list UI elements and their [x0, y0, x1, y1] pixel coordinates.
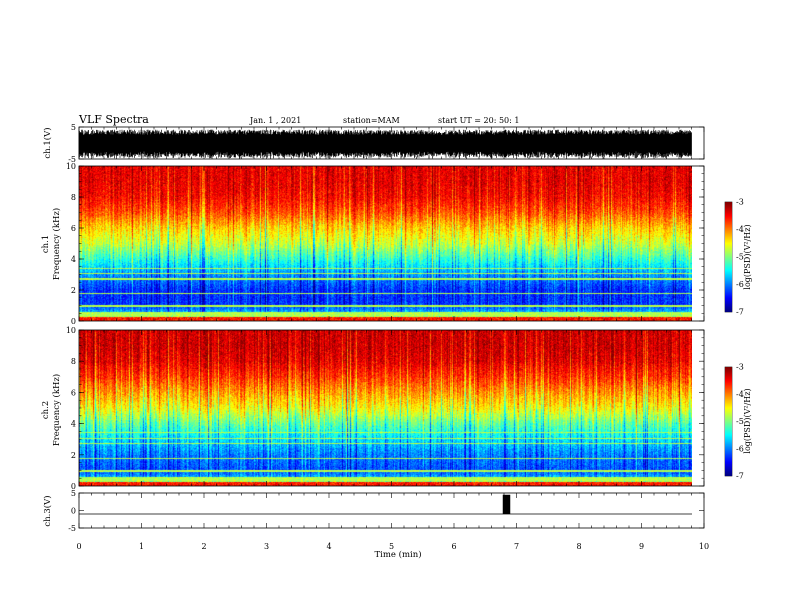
ch2-spectrogram-ytick-label: 10 — [66, 326, 76, 335]
ch2-spectrogram-ytick-label: 8 — [71, 357, 76, 366]
ch2-colorbar-tick-label: -7 — [736, 472, 744, 481]
ch2-colorbar-tick-label: -4 — [736, 390, 744, 399]
ch1-spectrogram-ylabel-channel: ch.1 — [41, 235, 51, 253]
x-tick-label: 7 — [514, 542, 519, 551]
ch2-colorbar — [725, 367, 732, 476]
ch1-waveform-ytick-label: 5 — [71, 123, 76, 132]
ch1-colorbar-tick-label: -5 — [736, 253, 744, 262]
ch1-colorbar-label: log(PSD)(V²/Hz) — [743, 224, 752, 289]
ch3-waveform-ylabel: ch.3(V) — [42, 495, 53, 526]
ch1-spectrogram-image — [79, 166, 692, 321]
ch1-spectrogram-ylabel-frequency: Frequency (kHz) — [51, 208, 62, 280]
x-tick-label: 6 — [451, 542, 456, 551]
ch3-waveform-ytick-label: 5 — [71, 489, 76, 498]
ch2-spectrogram-ytick-label: 2 — [71, 451, 76, 460]
ch1-colorbar — [725, 202, 732, 312]
ch2-spectrogram-ytick-label: 0 — [71, 482, 76, 491]
chart-marks — [78, 129, 692, 515]
ch1-spectrogram-ytick-label: 0 — [71, 317, 76, 326]
x-tick-label: 1 — [139, 542, 144, 551]
ch2-spectrogram-ylabel-channel: ch.2 — [41, 401, 51, 419]
ch1-colorbar-tick-label: -6 — [736, 280, 744, 289]
x-tick-label: 10 — [699, 542, 709, 551]
ch2-colorbar-tick-label: -5 — [736, 417, 744, 426]
x-tick-label: 2 — [201, 542, 206, 551]
ch2-spectrogram-ytick-label: 6 — [71, 388, 76, 397]
x-tick-label: 4 — [326, 542, 331, 551]
ch1-spectrogram-ytick-label: 10 — [66, 162, 76, 171]
ch2-colorbar-label: log(PSD)(V²/Hz) — [743, 388, 752, 453]
ch1-spectrogram-ytick-label: 2 — [71, 286, 76, 295]
header-start-ut: start UT = 20: 50: 1 — [438, 116, 519, 125]
ch1-waveform-ylabel: ch.1(V) — [42, 127, 53, 158]
header-station: station=MAM — [343, 116, 400, 125]
ch1-waveform-trace — [78, 129, 692, 159]
ch3-waveform-ytick-label: -5 — [68, 524, 76, 533]
ch1-spectrogram-ytick-label: 6 — [71, 224, 76, 233]
x-axis-label: Time (min) — [374, 549, 421, 560]
ch1-colorbar-tick-label: -7 — [736, 308, 744, 317]
ch1-colorbar-tick-label: -3 — [736, 198, 744, 207]
ch1-colorbar-tick-label: -4 — [736, 225, 744, 234]
header-date: Jan. 1 , 2021 — [249, 116, 301, 125]
ch2-colorbar-tick-label: -6 — [736, 444, 744, 453]
ch3-pulse — [502, 494, 511, 514]
x-tick-label: 0 — [76, 542, 81, 551]
ch2-spectrogram-image — [79, 330, 692, 486]
ch1-spectrogram-ytick-label: 8 — [71, 193, 76, 202]
ch3-waveform-frame — [78, 492, 705, 529]
figure-title: VLF Spectra — [78, 113, 149, 126]
ch3-waveform-ytick-label: 0 — [71, 507, 76, 516]
ch2-colorbar-tick-label: -3 — [736, 363, 744, 372]
x-tick-label: 3 — [264, 542, 269, 551]
ch1-spectrogram-ytick-label: 4 — [71, 255, 76, 264]
x-tick-label: 5 — [389, 542, 394, 551]
x-tick-label: 9 — [639, 542, 644, 551]
x-tick-label: 8 — [576, 542, 581, 551]
ch1-waveform-ytick-label: -5 — [68, 155, 76, 164]
ch2-spectrogram-ytick-label: 4 — [71, 420, 76, 429]
ch2-spectrogram-ylabel-frequency: Frequency (kHz) — [51, 374, 62, 446]
